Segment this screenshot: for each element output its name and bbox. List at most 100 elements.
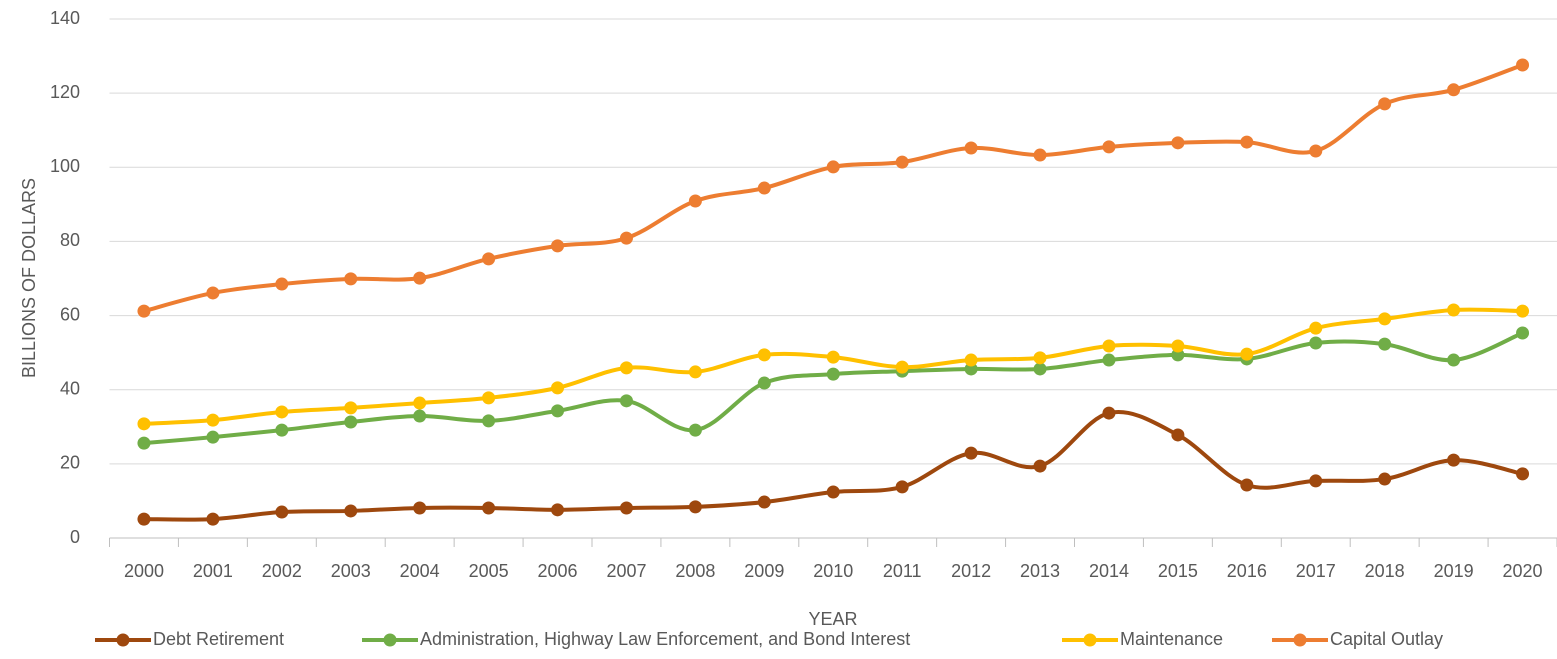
point [1378,472,1392,486]
point [895,155,909,169]
point [551,503,565,517]
legend-marker [1083,633,1097,647]
point [1516,58,1530,72]
point [1447,353,1461,367]
point [1309,474,1323,488]
point [757,181,771,195]
x-tick-label: 2017 [1296,561,1336,581]
point [1033,148,1047,162]
y-tick-label: 0 [70,527,80,547]
y-tick-label: 20 [60,453,80,473]
point [619,231,633,245]
point [1102,406,1116,420]
point [895,360,909,374]
point [964,353,978,367]
point [1309,321,1323,335]
legend-marker [383,633,397,647]
point [1309,336,1323,350]
point [1240,135,1254,149]
y-axis-title: BILLIONS OF DOLLARS [19,178,39,378]
y-tick-label: 40 [60,378,80,398]
point [1033,362,1047,376]
point [1033,459,1047,473]
point [964,141,978,155]
x-tick-label: 2008 [675,561,715,581]
point [137,436,151,450]
y-tick-label: 80 [60,230,80,250]
x-tick-label: 2002 [262,561,302,581]
x-tick-label: 2001 [193,561,233,581]
point [619,361,633,375]
x-axis-title: YEAR [808,609,857,629]
x-tick-label: 2019 [1434,561,1474,581]
point [482,414,496,428]
legend-marker [1293,633,1307,647]
x-tick-label: 2004 [400,561,440,581]
point [964,362,978,376]
point [206,413,220,427]
x-tick-label: 2003 [331,561,371,581]
legend-label: Administration, Highway Law Enforcement,… [420,629,910,649]
point [895,480,909,494]
y-tick-label: 140 [50,8,80,28]
x-tick-label: 2012 [951,561,991,581]
point [1171,339,1185,353]
legend-marker [116,633,130,647]
point [826,350,840,364]
x-tick-label: 2006 [538,561,578,581]
point [1102,140,1116,154]
point [344,272,358,286]
point [482,501,496,515]
point [964,446,978,460]
y-tick-label: 60 [60,304,80,324]
point [551,381,565,395]
point [1516,304,1530,318]
point [619,501,633,515]
point [826,485,840,499]
point [688,423,702,437]
point [137,304,151,318]
point [1102,339,1116,353]
point [413,409,427,423]
point [275,423,289,437]
point [206,512,220,526]
point [757,495,771,509]
point [1033,351,1047,365]
point [413,271,427,285]
x-tick-label: 2018 [1365,561,1405,581]
x-tick-label: 2010 [813,561,853,581]
point [275,405,289,419]
point [1240,347,1254,361]
point [206,286,220,300]
x-tick-label: 2013 [1020,561,1060,581]
point [275,277,289,291]
x-tick-label: 2007 [606,561,646,581]
x-tick-label: 2016 [1227,561,1267,581]
point [757,376,771,390]
point [1447,303,1461,317]
point [413,396,427,410]
point [344,415,358,429]
point [688,500,702,514]
legend-label: Capital Outlay [1330,629,1443,649]
x-tick-label: 2011 [883,561,922,581]
point [1378,337,1392,351]
point [206,430,220,444]
point [344,401,358,415]
point [1516,326,1530,340]
point [688,194,702,208]
point [1516,467,1530,481]
point [482,252,496,266]
point [482,391,496,405]
point [275,505,289,519]
y-tick-label: 120 [50,82,80,102]
point [551,239,565,253]
x-tick-label: 2005 [469,561,509,581]
point [688,365,702,379]
legend-label: Debt Retirement [153,629,284,649]
point [551,404,565,418]
point [344,504,358,518]
point [1447,453,1461,467]
point [137,417,151,431]
